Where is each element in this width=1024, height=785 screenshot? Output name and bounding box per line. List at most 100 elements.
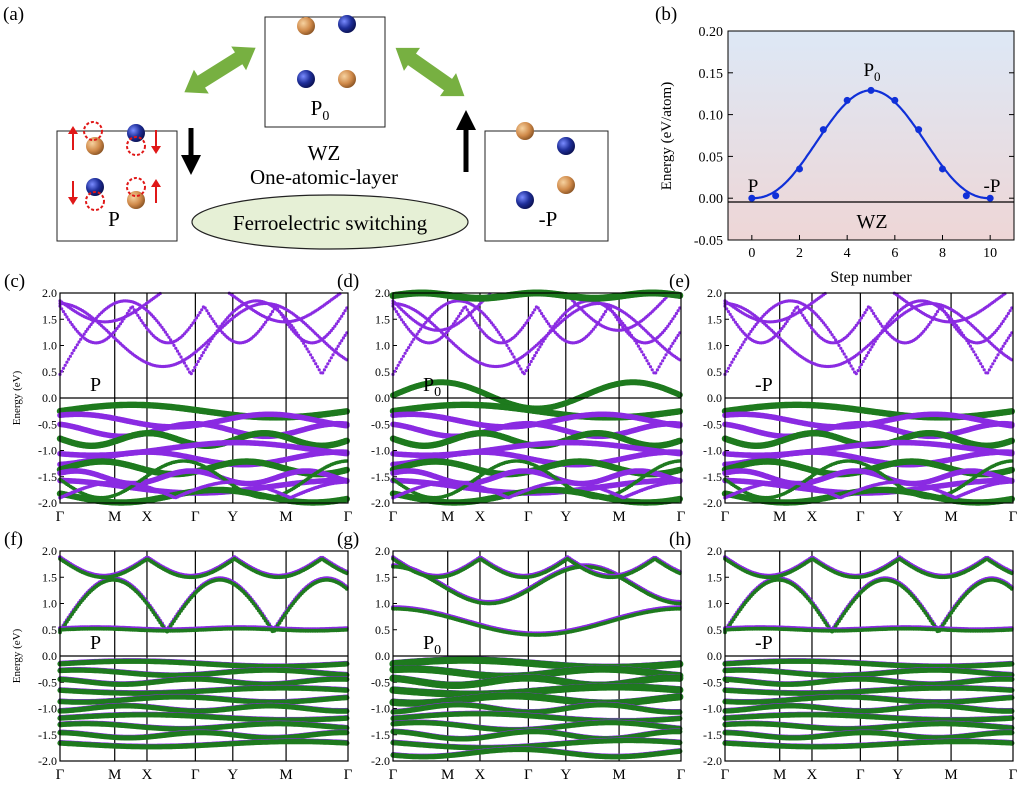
band-point <box>184 364 188 368</box>
band-point <box>274 304 278 308</box>
band-point <box>638 347 642 351</box>
band-point <box>510 352 514 356</box>
y-tick-label: -0.5 <box>371 417 390 431</box>
k-label: Γ <box>56 509 65 525</box>
band-point <box>124 314 128 318</box>
band-point <box>643 356 647 360</box>
band-point <box>68 354 72 358</box>
annotation-end: -P <box>984 176 1001 197</box>
x-axis-label: Step number <box>830 269 912 286</box>
band-point <box>182 361 186 365</box>
band-point <box>536 348 540 352</box>
band-point <box>305 347 309 351</box>
band-point <box>607 304 611 308</box>
band-point <box>401 354 405 358</box>
k-label: X <box>142 509 153 525</box>
data-point <box>962 192 970 200</box>
band-point <box>309 353 313 357</box>
panel-a-schematic: (a) P0 WZ One-atomic-layer Ferroelectric… <box>3 4 609 250</box>
k-label: X <box>475 509 486 525</box>
k-label: Γ <box>344 509 353 525</box>
y-tick-label: 0.05 <box>699 150 724 165</box>
band-point <box>208 314 212 318</box>
band-point <box>63 363 67 367</box>
band-point <box>524 369 528 373</box>
band-point <box>662 356 666 360</box>
band-point <box>328 359 332 363</box>
band-point <box>277 310 282 314</box>
band-point <box>655 368 660 372</box>
band-point <box>343 495 350 503</box>
band-point <box>666 350 670 354</box>
band-panel-c: (c)2.01.51.00.50.0-0.5-1.0-1.5-2.0Energy… <box>4 271 353 525</box>
k-label: Γ <box>191 509 200 525</box>
band-point <box>344 449 350 456</box>
band-point <box>340 339 344 343</box>
label-main: P <box>90 374 101 396</box>
k-label: M <box>612 509 625 525</box>
band-point <box>609 307 613 311</box>
y-tick-label: 0.0 <box>42 391 57 405</box>
band-point <box>203 348 207 352</box>
band-point <box>527 362 532 367</box>
band-point <box>125 311 129 316</box>
band-point <box>198 356 202 361</box>
cation-atom <box>86 137 104 155</box>
band-point <box>208 339 212 343</box>
band-point <box>200 308 204 312</box>
band-point <box>343 466 350 474</box>
band-point <box>531 311 535 315</box>
x-tick-label: 8 <box>939 246 946 261</box>
band-point <box>405 348 409 352</box>
band-point <box>314 362 318 366</box>
band-point <box>134 311 138 315</box>
band-point <box>334 347 339 351</box>
data-point <box>772 192 780 200</box>
band-point <box>398 315 402 319</box>
data-point <box>891 96 899 104</box>
data-point <box>796 165 803 173</box>
band-point <box>65 360 69 364</box>
p0-structure-label: P0 <box>311 96 330 124</box>
band-point <box>194 362 199 367</box>
band-point <box>460 309 464 313</box>
band-point <box>193 365 197 370</box>
dipole-circle <box>126 136 146 156</box>
band-point <box>72 348 76 352</box>
band-point <box>669 344 673 348</box>
band-panel-d: (d)2.01.51.00.50.0-0.5-1.0-1.5-2.0Γ M X Γ Y M… <box>337 271 686 525</box>
band-point <box>640 350 644 354</box>
x-tick-label: 6 <box>891 246 898 261</box>
band-point <box>77 340 81 344</box>
y-tick-label: -1.0 <box>38 444 57 458</box>
anion-atom <box>297 70 315 88</box>
green-double-arrow-right <box>395 47 465 97</box>
band-point <box>315 365 320 369</box>
k-label: Γ <box>677 509 686 525</box>
band-point <box>654 371 658 375</box>
band-point <box>269 312 273 316</box>
data-point <box>748 194 756 202</box>
band-point <box>650 368 654 372</box>
band-point <box>179 355 183 359</box>
band-point <box>74 346 78 350</box>
band-point <box>177 352 181 356</box>
band-point <box>303 344 307 348</box>
y-tick-label: -0.5 <box>38 417 57 431</box>
band-point <box>132 308 136 312</box>
y-tick-label: 0.20 <box>699 25 724 40</box>
band-point <box>529 313 533 317</box>
band-point <box>341 311 345 316</box>
band-point <box>196 359 200 364</box>
band-point <box>673 339 677 343</box>
one-atomic-layer-label: One-atomic-layer <box>250 165 398 189</box>
band-point <box>172 343 176 347</box>
band-point <box>517 364 521 368</box>
y-tick-label: 2.0 <box>42 286 57 300</box>
band-point <box>508 349 513 353</box>
band-point <box>343 408 350 415</box>
band-point <box>322 368 326 372</box>
k-label: Γ <box>389 509 398 525</box>
y-tick-label: 2.0 <box>375 286 390 300</box>
band-point <box>265 318 269 322</box>
